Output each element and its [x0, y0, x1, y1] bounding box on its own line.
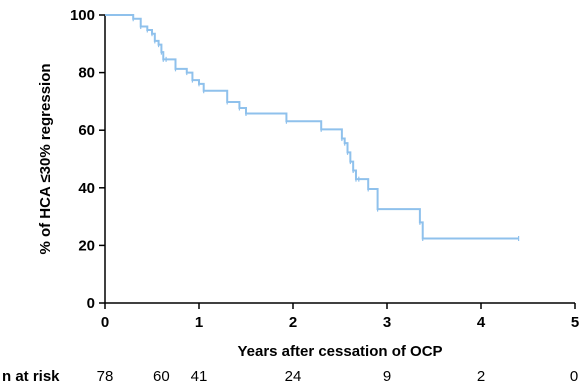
x-ticks: 0 1 2 3 4 5	[101, 303, 579, 331]
y-tick-label: 0	[87, 295, 95, 312]
y-tick-label: 80	[78, 65, 95, 82]
survival-step-line	[105, 14, 519, 240]
risk-table-value: 9	[383, 368, 391, 385]
risk-table-values: 78 60 41 24 9 2 0	[97, 368, 579, 385]
y-tick-label: 40	[78, 180, 95, 197]
risk-table-value: 0	[570, 368, 578, 385]
risk-table-value: 41	[191, 368, 208, 385]
x-tick-label: 0	[101, 314, 109, 331]
risk-table-value: 78	[97, 368, 114, 385]
risk-table-label: n at risk	[2, 368, 60, 385]
risk-table-value: 2	[477, 368, 485, 385]
y-ticks: 0 20 40 60 80 100	[70, 7, 105, 312]
x-tick-label: 5	[571, 314, 579, 331]
y-tick-label: 100	[70, 7, 95, 24]
risk-table-value: 60	[153, 368, 170, 385]
x-tick-label: 3	[383, 314, 391, 331]
x-tick-label: 2	[289, 314, 297, 331]
risk-table-value: 24	[285, 368, 302, 385]
x-tick-label: 1	[195, 314, 203, 331]
x-axis-label: Years after cessation of OCP	[237, 343, 442, 360]
y-tick-label: 60	[78, 122, 95, 139]
survival-series	[105, 14, 520, 241]
x-tick-label: 4	[477, 314, 486, 331]
y-tick-label: 20	[78, 237, 95, 254]
y-axis-label: % of HCA ≤30% regression	[37, 63, 54, 254]
